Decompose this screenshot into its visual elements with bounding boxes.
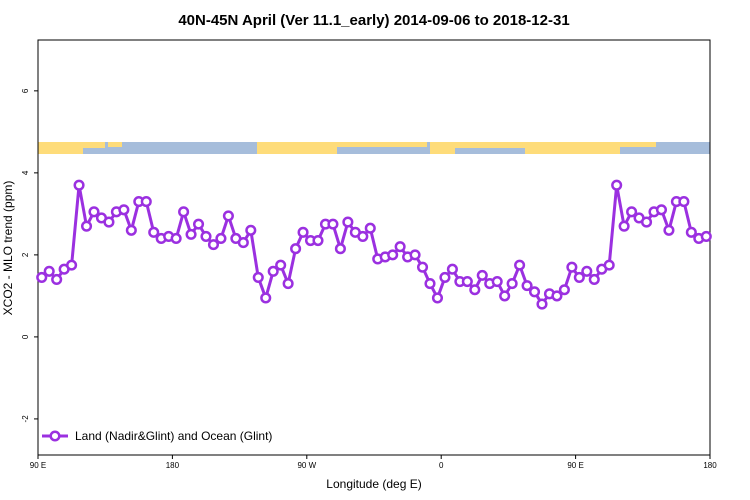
x-tick-label: 180 [166, 461, 180, 470]
plot-frame [37, 39, 711, 456]
data-point [66, 259, 78, 271]
data-point [148, 226, 160, 238]
data-point [260, 292, 272, 304]
land-ocean-strip [38, 142, 710, 154]
data-point [178, 206, 190, 218]
data-point [566, 261, 578, 273]
data-point [603, 259, 615, 271]
data-point [551, 290, 563, 302]
data-point [536, 298, 548, 310]
data-point [499, 290, 511, 302]
land-band [108, 142, 122, 147]
data-point [192, 218, 205, 230]
data-point [528, 286, 541, 298]
data-point [700, 230, 712, 242]
data-point [43, 265, 55, 277]
x-axis-label: Longitude (deg E) [326, 477, 421, 491]
data-point [424, 278, 436, 290]
data-point [655, 204, 668, 216]
data-point [663, 224, 675, 236]
chart-title: 40N-45N April (Ver 11.1_early) 2014-09-0… [178, 12, 569, 29]
land-band [38, 142, 83, 154]
x-tick-label: 0 [439, 461, 444, 470]
data-point [685, 226, 697, 238]
data-point [125, 224, 137, 236]
data-point [394, 241, 406, 253]
data-point [581, 265, 593, 277]
data-point [431, 292, 444, 304]
data-point [200, 230, 212, 242]
x-tick-label: 90 E [567, 461, 583, 470]
data-point [215, 232, 227, 245]
data-point [312, 234, 324, 247]
data-point [506, 278, 518, 290]
land-band [337, 142, 427, 147]
data-point [252, 271, 264, 283]
y-tick-label: 6 [21, 88, 30, 93]
data-point [237, 237, 249, 249]
data-point [476, 269, 488, 281]
data-point [103, 216, 115, 228]
land-band [83, 142, 105, 148]
data-point [36, 271, 48, 283]
data-point [573, 271, 585, 283]
data-point [446, 263, 458, 275]
land-band [525, 142, 620, 154]
data-point [282, 278, 294, 290]
data-point [416, 261, 429, 273]
data-point [491, 275, 503, 288]
x-tick-label: 90 W [297, 461, 316, 470]
data-point [118, 204, 130, 216]
data-point [275, 259, 287, 271]
land-band [430, 142, 455, 154]
x-tick-label: 90 E [30, 461, 46, 470]
data-point [297, 226, 309, 238]
data-point [170, 232, 182, 245]
data-point [327, 218, 339, 230]
data-point [678, 196, 690, 208]
land-band [257, 142, 337, 154]
y-axis-label: XCO2 - MLO trend (ppm) [1, 181, 15, 316]
data-point [364, 222, 376, 234]
data-point [140, 196, 152, 208]
y-tick-label: 2 [21, 252, 30, 257]
data-point [267, 265, 279, 277]
y-tick-label: 0 [21, 334, 30, 339]
data-point [618, 220, 630, 232]
data-point [185, 228, 197, 240]
data-point [439, 271, 451, 283]
data-point [626, 206, 638, 218]
data-point [290, 243, 302, 255]
data-point [245, 224, 257, 236]
legend-marker [49, 430, 61, 442]
data-point [357, 230, 369, 242]
data-point [521, 280, 533, 292]
y-tick-label: -2 [21, 415, 30, 423]
y-tick-label: 4 [21, 170, 30, 175]
x-tick-label: 180 [703, 461, 717, 470]
data-point [558, 284, 570, 296]
data-point [588, 273, 600, 286]
data-point [222, 210, 234, 222]
data-point [73, 179, 85, 191]
data-point [342, 216, 354, 228]
data-point [611, 179, 623, 191]
data-point [88, 206, 100, 218]
legend-label: Land (Nadir&Glint) and Ocean (Glint) [75, 429, 272, 443]
data-point [640, 216, 653, 228]
data-point [387, 249, 399, 261]
data-point [409, 249, 421, 261]
land-band [620, 142, 656, 147]
data-point [469, 284, 481, 296]
land-band [455, 142, 525, 148]
data-point [51, 273, 63, 286]
data-point [461, 275, 473, 288]
data-point [514, 259, 526, 271]
data-point [207, 239, 220, 251]
data-point [80, 220, 93, 232]
data-point [334, 243, 346, 255]
